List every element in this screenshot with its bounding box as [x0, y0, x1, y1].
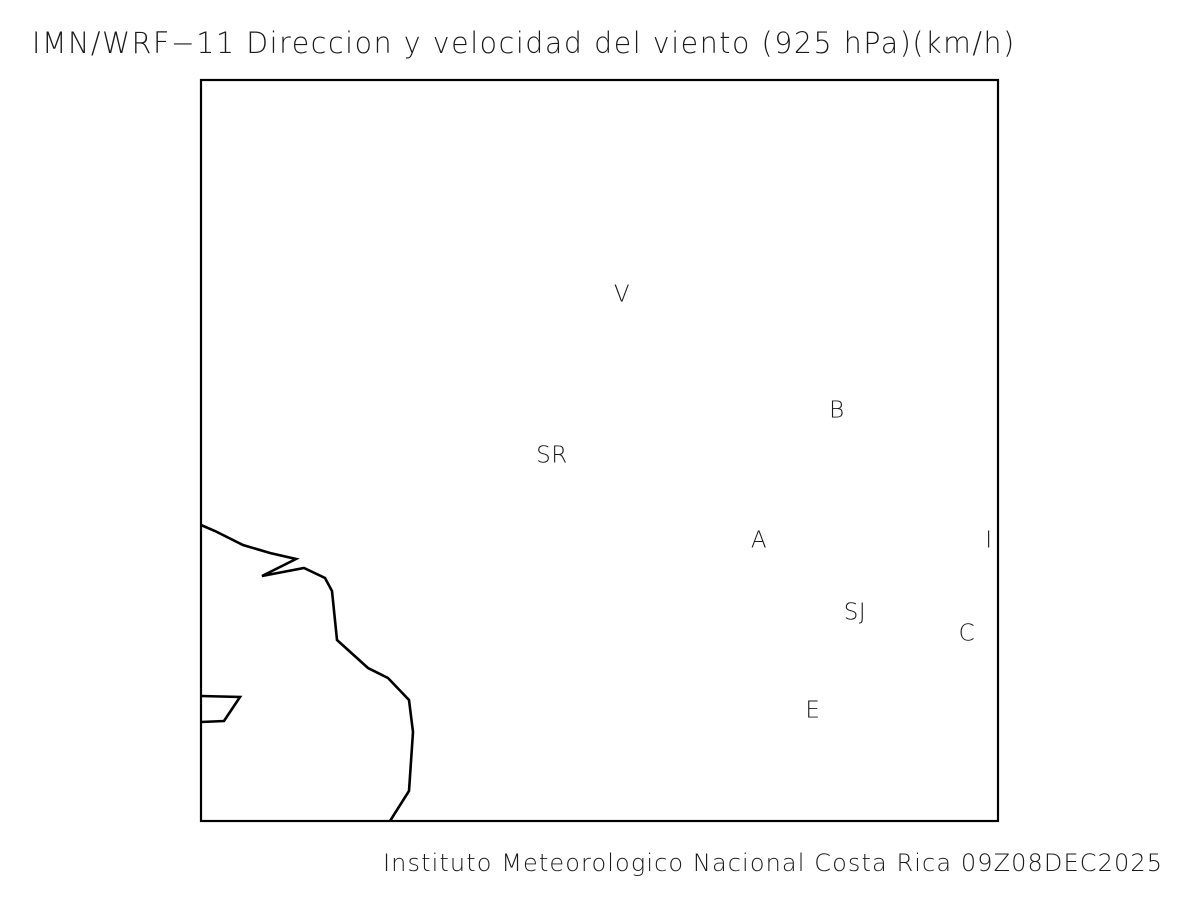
station-label-b: B: [829, 397, 845, 424]
station-label-sj: SJ: [843, 599, 867, 626]
station-label-v: V: [613, 281, 631, 308]
map-frame-border: [199, 78, 1000, 823]
coastline-path: [200, 523, 415, 822]
coastal-inlet-path: [200, 694, 243, 724]
station-label-c: C: [958, 620, 976, 647]
page-title: IMN/WRF−11 Direccion y velocidad del vie…: [32, 26, 1016, 60]
station-label-i: I: [985, 527, 993, 554]
station-label-sr: SR: [536, 442, 568, 469]
station-label-e: E: [805, 697, 821, 724]
station-label-a: A: [750, 527, 768, 554]
figure-caption: Instituto Meteorologico Nacional Costa R…: [383, 849, 1164, 877]
